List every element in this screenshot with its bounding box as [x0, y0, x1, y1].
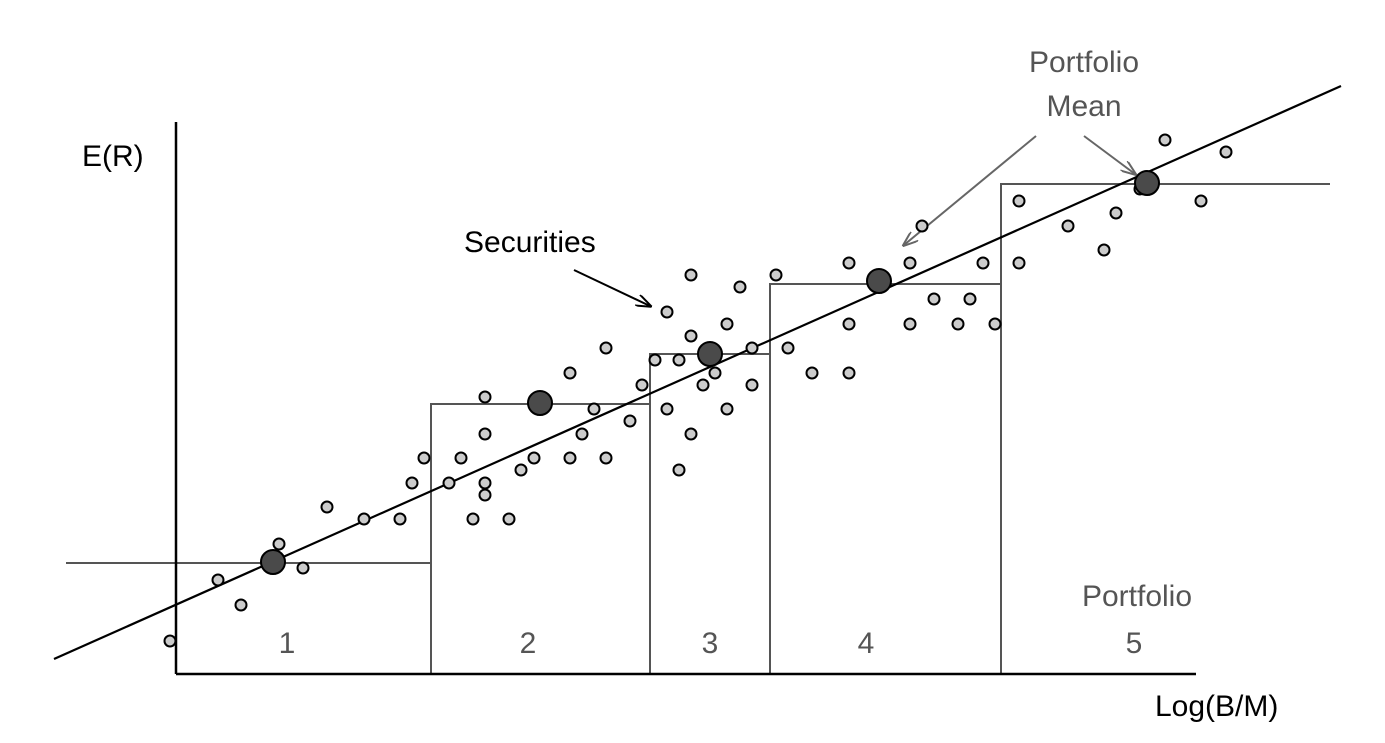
security-point: [1012, 256, 1026, 270]
security-point: [915, 219, 929, 233]
security-point: [684, 329, 698, 343]
security-point: [660, 402, 674, 416]
x-axis-label: Log(B/M): [1155, 690, 1278, 723]
security-point: [769, 268, 783, 282]
security-point: [527, 451, 541, 465]
security-point: [1109, 206, 1123, 220]
security-point: [163, 634, 177, 648]
security-point: [563, 451, 577, 465]
security-point: [393, 512, 407, 526]
security-point: [903, 317, 917, 331]
security-point: [842, 256, 856, 270]
portfolio-mean-arrow-to-5: [1083, 135, 1135, 174]
portfolio-1-mean-point: [260, 549, 286, 575]
security-point: [478, 427, 492, 441]
security-point: [502, 512, 516, 526]
y-axis-label: E(R): [82, 140, 144, 173]
security-point: [211, 573, 225, 587]
securities-label: Securities: [464, 226, 596, 259]
security-point: [478, 488, 492, 502]
security-point: [720, 402, 734, 416]
security-point: [623, 414, 637, 428]
security-point: [684, 268, 698, 282]
portfolio-4-number: 4: [858, 627, 875, 660]
portfolio-5-number: 5: [1126, 627, 1143, 660]
security-point: [842, 317, 856, 331]
security-point: [575, 427, 589, 441]
portfolio-4-mean-point: [866, 268, 892, 294]
portfolio-mean-label-line1: Portfolio: [1029, 46, 1139, 79]
portfolio-2-number: 2: [520, 627, 537, 660]
security-point: [417, 451, 431, 465]
portfolio-mean-label-line2: Mean: [1046, 90, 1121, 123]
portfolio-mean-points: [260, 170, 1160, 575]
security-point: [842, 366, 856, 380]
security-point: [951, 317, 965, 331]
portfolio-2-box: [430, 403, 651, 673]
security-point: [733, 280, 747, 294]
security-point: [672, 463, 686, 477]
security-point: [1219, 145, 1233, 159]
security-point: [672, 353, 686, 367]
security-point: [648, 353, 662, 367]
security-points: [163, 133, 1233, 648]
security-point: [234, 598, 248, 612]
security-point: [745, 341, 759, 355]
security-point: [272, 537, 286, 551]
security-point: [563, 366, 577, 380]
security-point: [963, 292, 977, 306]
portfolio-3-box: [649, 353, 771, 673]
portfolio-4-box: [769, 283, 1002, 673]
security-point: [805, 366, 819, 380]
security-point: [903, 256, 917, 270]
security-point: [708, 366, 722, 380]
security-point: [599, 451, 613, 465]
security-point: [454, 451, 468, 465]
security-point: [720, 317, 734, 331]
portfolio-5-step: [1000, 183, 1330, 673]
security-point: [745, 378, 759, 392]
security-point: [976, 256, 990, 270]
security-point: [635, 378, 649, 392]
portfolio-5-mean-point: [1134, 170, 1160, 196]
portfolio-3-mean-point: [697, 341, 723, 367]
security-point: [1012, 194, 1026, 208]
security-point: [927, 292, 941, 306]
security-point: [781, 341, 795, 355]
security-point: [442, 476, 456, 490]
security-point: [514, 463, 528, 477]
security-point: [478, 476, 492, 490]
security-point: [660, 305, 674, 319]
security-point: [1158, 133, 1172, 147]
security-point: [405, 476, 419, 490]
portfolio-1-number: 1: [279, 627, 296, 660]
security-point: [296, 561, 310, 575]
security-point: [478, 390, 492, 404]
securities-arrow: [573, 269, 650, 306]
security-point: [684, 427, 698, 441]
security-point: [466, 512, 480, 526]
security-point: [1194, 194, 1208, 208]
portfolio-3-number: 3: [702, 627, 719, 660]
security-point: [696, 378, 710, 392]
portfolio-2-mean-point: [527, 390, 553, 416]
security-point: [988, 317, 1002, 331]
security-point: [1097, 243, 1111, 257]
security-point: [357, 512, 371, 526]
security-point: [587, 402, 601, 416]
security-point: [320, 500, 334, 514]
security-point: [599, 341, 613, 355]
portfolio-label-line1: Portfolio: [1082, 580, 1192, 613]
security-point: [1061, 219, 1075, 233]
